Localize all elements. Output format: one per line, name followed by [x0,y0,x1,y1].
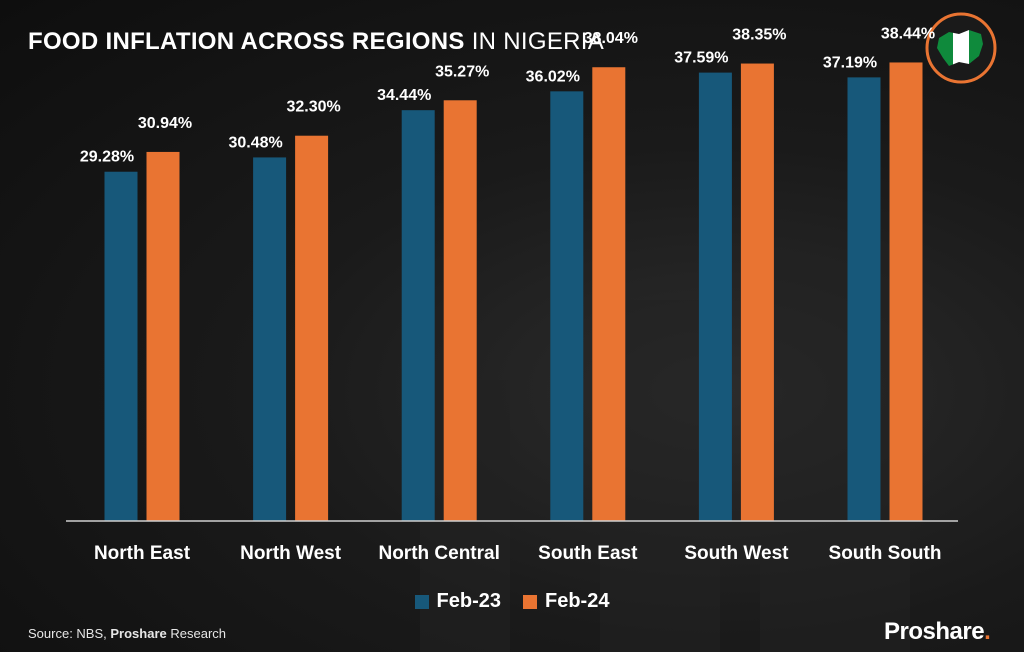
bar-feb24 [889,62,923,522]
category-label: North Central [378,543,499,564]
value-label-feb23: 37.59% [674,50,728,67]
category-label: South East [538,543,638,564]
legend-swatch-feb23 [414,594,429,609]
value-label-feb23: 34.44% [377,87,431,104]
value-label-feb23: 29.28% [80,149,134,166]
bar-feb24 [295,135,329,521]
category-label: North East [94,543,191,564]
source-prefix: Source: NBS, [28,626,111,641]
nigeria-map-shape [937,30,983,66]
brand-logo: Proshare. [884,618,991,646]
background-building [760,250,910,652]
value-label-feb23: 30.48% [228,134,282,151]
title-bold: FOOD INFLATION ACROSS REGIONS [28,28,465,55]
legend-item-feb24: Feb-24 [523,590,609,613]
category-label: South South [829,543,942,564]
legend-label-feb23: Feb-23 [436,590,501,612]
legend-swatch-feb24 [523,594,537,609]
value-label-feb24: 38.44% [881,25,935,42]
source-bold: Proshare [110,626,167,641]
bar-feb24 [146,151,180,521]
value-labels-group: 29.28%30.94% 30.48% 32.30% 34.44%35.27% 36.0… [80,25,935,165]
bar-feb23 [104,171,138,521]
title-light: IN NIGERIA [471,28,605,55]
value-label-feb23: 37.19% [823,54,877,71]
category-label: South West [684,543,789,564]
value-label-feb24: 38.35% [732,27,786,44]
bar-feb23 [847,77,881,521]
bar-feb23 [698,72,732,521]
bar-feb24 [592,67,626,521]
value-label-feb24: 32.30% [286,99,340,116]
source-suffix: Research [166,626,226,641]
legend-item-feb23: Feb-23 [414,590,501,613]
category-label: North West [240,543,342,564]
value-label-feb24: 35.27% [435,63,489,80]
legend: Feb-23 Feb-24 [0,590,1024,613]
nigeria-map-flag-icon [925,12,997,84]
chart-title: FOOD INFLATION ACROSS REGIONS IN NIGERIA [28,28,604,56]
value-label-feb24: 38.04% [584,30,638,47]
bar-feb23 [401,110,435,522]
value-label-feb24: 30.94% [138,115,192,132]
bar-feb24 [443,100,477,521]
legend-label-feb24: Feb-24 [545,590,610,612]
bars-group [104,62,923,522]
brand-dot: . [984,618,991,645]
bar-feb24 [740,63,774,522]
brand-name: Proshare [884,618,985,645]
value-label-feb23: 36.02% [526,68,580,85]
bar-feb23 [550,91,584,521]
category-labels-group: North East North West North Central South E… [94,543,942,564]
source-note: Source: NBS, Proshare Research [28,626,226,641]
bar-feb23 [253,157,287,521]
